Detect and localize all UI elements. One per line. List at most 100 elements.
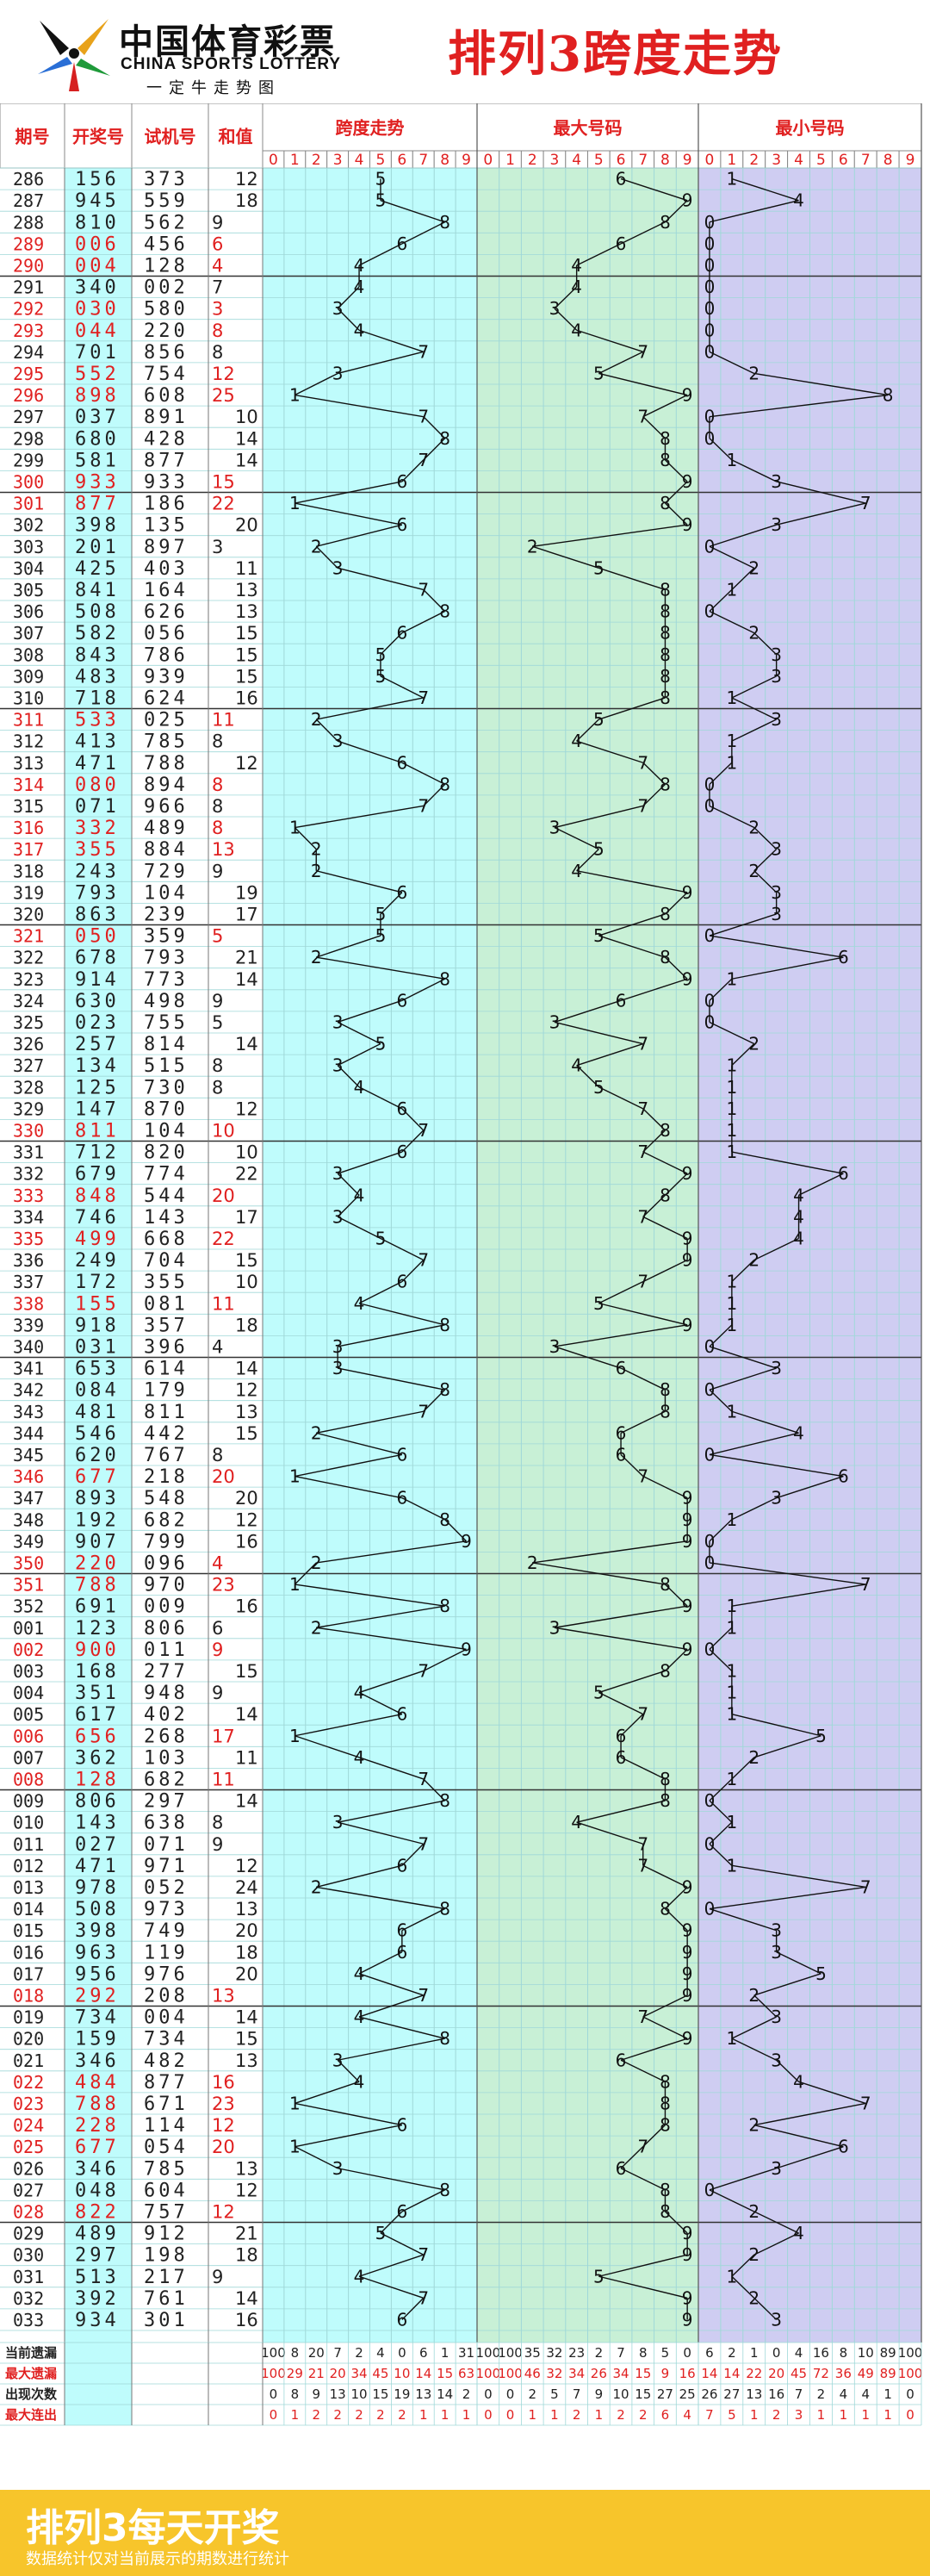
- draw-number: 811: [75, 1121, 120, 1142]
- span-point: 4: [354, 255, 365, 276]
- draw-number: 471: [75, 753, 120, 775]
- issue-number: 031: [13, 2267, 44, 2287]
- span-point: 2: [311, 861, 322, 881]
- max-trend-line: [664, 2211, 688, 2234]
- stats-value: 16: [768, 2386, 784, 2402]
- min-trend-line: [731, 675, 777, 699]
- sum-value: 22: [212, 1229, 235, 1249]
- sum-value: 12: [212, 2202, 235, 2223]
- draw-number: 123: [75, 1618, 120, 1640]
- trial-number: 734: [144, 2029, 189, 2050]
- min-point: 6: [838, 2137, 849, 2157]
- issue-number: 347: [13, 1488, 44, 1509]
- min-point: 0: [704, 1531, 716, 1552]
- max-point: 5: [593, 1683, 604, 1703]
- min-trend-line: [753, 2232, 799, 2256]
- draw-number: 552: [75, 364, 120, 385]
- digit-header: 1: [290, 152, 300, 169]
- digit-header: 9: [906, 152, 915, 169]
- span-point: 6: [396, 2115, 407, 2136]
- max-trend-line: [642, 783, 666, 806]
- draw-number: 934: [75, 2310, 120, 2331]
- stats-value: 2: [462, 2386, 471, 2402]
- stats-label: 当前遗漏: [5, 2345, 57, 2361]
- trial-number: 114: [144, 2115, 189, 2137]
- issue-number: 319: [13, 882, 44, 903]
- trial-number: 806: [144, 1618, 189, 1640]
- max-trend-line: [598, 697, 666, 720]
- stats-value: 26: [591, 2366, 607, 2381]
- stats-label: 出现次数: [5, 2386, 58, 2402]
- max-trend-line: [576, 243, 622, 266]
- draw-number: 898: [75, 385, 120, 407]
- sum-value: 20: [235, 1963, 258, 1984]
- issue-number: 352: [13, 1596, 44, 1617]
- span-point: 6: [396, 752, 407, 773]
- span-point: 3: [332, 1206, 344, 1227]
- issue-number: 026: [13, 2158, 44, 2179]
- min-point: 3: [771, 471, 782, 492]
- issue-number: 341: [13, 1359, 44, 1379]
- draw-number: 617: [75, 1704, 120, 1726]
- stats-label: 最大连出: [5, 2407, 57, 2423]
- sum-value: 20: [235, 1920, 258, 1941]
- sum-value: 23: [212, 1575, 235, 1596]
- digit-header: 3: [550, 152, 560, 169]
- span-point: 7: [418, 2244, 429, 2265]
- draw-number: 914: [75, 969, 120, 991]
- digit-header: 4: [355, 152, 364, 169]
- draw-number: 620: [75, 1445, 120, 1466]
- max-point: 7: [637, 1142, 648, 1162]
- header-max-number: 最大号码: [554, 118, 623, 139]
- min-trend-line: [709, 1562, 866, 1585]
- max-point: 6: [616, 1726, 627, 1746]
- max-point: 6: [616, 1358, 627, 1378]
- span-trend-line: [358, 329, 424, 353]
- span-point: 4: [354, 1747, 365, 1768]
- max-point: 8: [660, 2115, 671, 2136]
- trial-number: 897: [144, 537, 189, 558]
- logo-subtitle: 一定牛走势图: [146, 79, 281, 97]
- min-point: 0: [704, 1639, 716, 1659]
- span-trend-line: [337, 1042, 381, 1067]
- span-trend-line: [380, 675, 425, 699]
- draw-number: 398: [75, 1920, 120, 1942]
- issue-number: 025: [13, 2137, 44, 2157]
- trial-number: 912: [144, 2224, 189, 2245]
- min-point: 3: [771, 2158, 782, 2179]
- stats-value: 5: [661, 2345, 670, 2361]
- issue-number: 339: [13, 1315, 44, 1335]
- span-point: 5: [375, 1034, 387, 1055]
- issue-number: 018: [13, 1986, 44, 2007]
- min-point: 1: [726, 450, 737, 470]
- digit-header: 5: [594, 152, 604, 169]
- sum-value: 4: [212, 256, 223, 277]
- min-point: 1: [726, 1683, 737, 1703]
- stats-value: 2: [312, 2407, 320, 2423]
- issue-number: 344: [13, 1423, 44, 1444]
- stats-value: 9: [595, 2386, 604, 2402]
- span-point: 4: [354, 2071, 365, 2092]
- min-point: 1: [726, 1855, 737, 1876]
- draw-number: 172: [75, 1272, 120, 1293]
- span-point: 7: [418, 1985, 429, 2006]
- min-point: 3: [771, 2007, 782, 2027]
- issue-number: 003: [13, 1661, 44, 1682]
- draw-number: 508: [75, 1899, 120, 1920]
- span-trend-line: [423, 1778, 446, 1801]
- max-point: 9: [682, 2309, 693, 2330]
- span-trend-line: [358, 2254, 424, 2277]
- issue-number: 001: [13, 1618, 44, 1639]
- max-trend-line: [642, 1994, 688, 2018]
- draw-number: 581: [75, 450, 120, 471]
- stats-value: 8: [840, 2345, 848, 2361]
- issue-number: 004: [13, 1683, 44, 1703]
- stats-value: 100: [498, 2366, 523, 2381]
- span-point: 6: [396, 2309, 407, 2330]
- trial-number: 179: [144, 1380, 189, 1402]
- span-point: 8: [439, 1596, 450, 1616]
- draw-number: 513: [75, 2267, 120, 2288]
- min-point: 7: [860, 1574, 871, 1595]
- max-point: 8: [660, 579, 671, 600]
- max-point: 7: [637, 1034, 648, 1055]
